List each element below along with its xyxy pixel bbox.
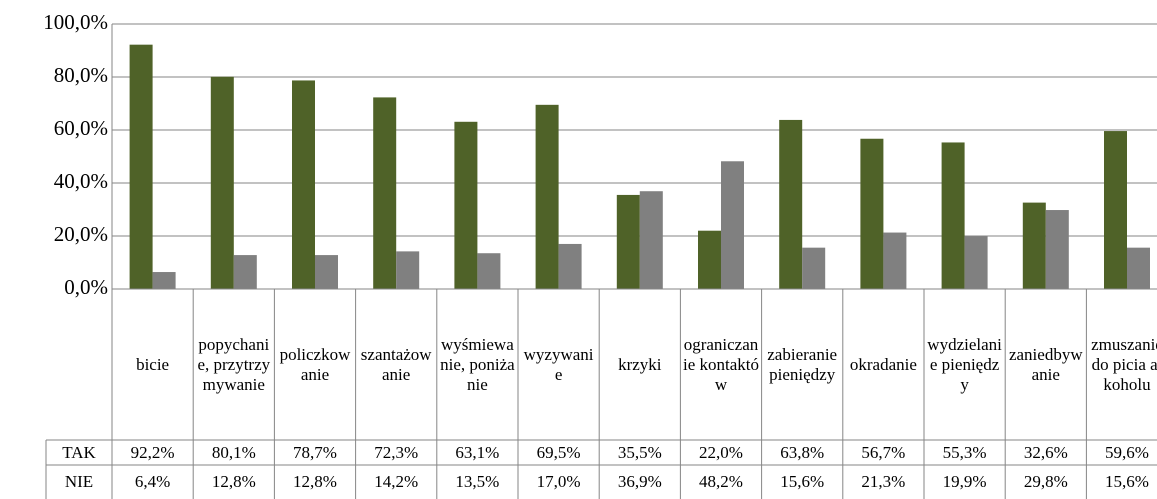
- table-value: 14,2%: [374, 472, 419, 491]
- table-series-name: TAK: [62, 442, 96, 462]
- category-label: wydzielanie pieniędzy: [927, 334, 1002, 394]
- y-tick-label: 80,0%: [54, 63, 108, 87]
- table-value: 78,7%: [293, 442, 337, 462]
- bar: [779, 119, 803, 290]
- category-label: bicie: [136, 354, 170, 374]
- table-value: 32,6%: [1023, 442, 1068, 462]
- bar: [639, 191, 663, 289]
- table-value: 36,9%: [617, 472, 662, 491]
- bar: [941, 142, 965, 289]
- table-value: 15,6%: [780, 472, 825, 491]
- bar: [454, 121, 478, 289]
- bar: [883, 232, 907, 289]
- category-label: policzkowanie: [279, 344, 351, 384]
- category-label: zmuszanie do picia alkoholu: [1091, 334, 1157, 394]
- table-value: 15,6%: [1105, 472, 1149, 491]
- table-value: 21,3%: [861, 472, 906, 491]
- category-label: popychanie, przytrzymywanie: [197, 334, 271, 394]
- table-value: 13,5%: [455, 472, 500, 491]
- table-value: 22,0%: [699, 442, 743, 462]
- bar: [860, 138, 884, 289]
- bar: [535, 104, 559, 289]
- table-value: 80,1%: [211, 442, 256, 462]
- category-label: wyśmiewanie, poniżanie: [440, 334, 515, 394]
- table-value: 19,9%: [942, 472, 987, 491]
- bar: [616, 194, 640, 289]
- y-tick-label: 0,0%: [64, 275, 108, 299]
- table-value: 63,8%: [780, 442, 825, 462]
- bar: [292, 80, 315, 289]
- category-label: szantażowanie: [360, 344, 432, 384]
- bar: [1045, 210, 1069, 289]
- bar: [315, 255, 338, 289]
- table-value: 29,8%: [1023, 472, 1068, 491]
- table-value: 48,2%: [699, 472, 743, 491]
- y-tick-label: 60,0%: [54, 116, 108, 140]
- table-value: 12,8%: [211, 472, 256, 491]
- bar: [210, 76, 234, 289]
- category-label: zabieranie pieniędzy: [767, 344, 838, 384]
- table-value: 55,3%: [942, 442, 987, 462]
- table-value: 56,7%: [861, 442, 906, 462]
- bar: [396, 251, 420, 289]
- bar: [1104, 131, 1127, 289]
- bar: [152, 272, 176, 289]
- table-value: 69,5%: [536, 442, 581, 462]
- bar: [558, 243, 582, 289]
- table-value: 6,4%: [134, 472, 171, 491]
- table-value: 12,8%: [293, 472, 337, 491]
- bar: [477, 253, 501, 289]
- bar: [802, 247, 826, 289]
- category-label: zaniedbywanie: [1008, 344, 1083, 384]
- table-value: 59,6%: [1105, 442, 1149, 462]
- bar: [964, 236, 988, 289]
- bar: [129, 44, 153, 289]
- y-tick-label: 20,0%: [54, 222, 108, 246]
- bar: [721, 161, 744, 289]
- table-value: 63,1%: [455, 442, 500, 462]
- category-label: ograniczanie kontaktów: [682, 334, 759, 394]
- table-value: 92,2%: [130, 442, 175, 462]
- bar: [233, 255, 257, 289]
- table-value: 72,3%: [374, 442, 419, 462]
- category-label: okradanie: [849, 354, 917, 374]
- category-label: wyzywanie: [523, 344, 594, 384]
- y-tick-label: 40,0%: [54, 169, 108, 193]
- bar: [373, 97, 397, 289]
- table-series-name: NIE: [64, 472, 94, 491]
- y-tick-label: 100,0%: [43, 10, 108, 34]
- bar: [1022, 202, 1046, 289]
- category-label: krzyki: [618, 354, 662, 374]
- table-value: 17,0%: [536, 472, 581, 491]
- bar: [1127, 247, 1150, 289]
- table-value: 35,5%: [617, 442, 662, 462]
- bar: [698, 230, 721, 289]
